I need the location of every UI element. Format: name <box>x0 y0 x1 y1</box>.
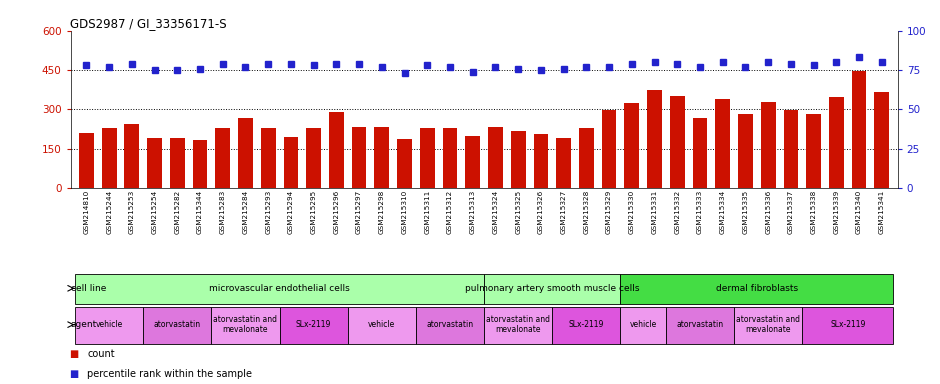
Text: agent: agent <box>70 320 97 329</box>
Bar <box>852 71 867 188</box>
Bar <box>348 307 415 344</box>
Bar <box>874 92 889 188</box>
Text: percentile rank within the sample: percentile rank within the sample <box>87 369 253 379</box>
Bar <box>556 137 571 188</box>
Bar <box>602 110 617 188</box>
Text: vehicle: vehicle <box>368 320 396 329</box>
Bar <box>484 307 553 344</box>
Bar <box>420 128 434 188</box>
Bar <box>329 111 344 188</box>
Bar <box>784 110 798 188</box>
Bar <box>102 128 117 188</box>
Bar <box>398 139 412 188</box>
Bar <box>534 134 548 188</box>
Bar <box>465 136 480 188</box>
Text: SLx-2119: SLx-2119 <box>296 320 331 329</box>
Text: atorvastatin: atorvastatin <box>427 320 474 329</box>
Text: dermal fibroblasts: dermal fibroblasts <box>715 284 798 293</box>
Bar <box>284 137 298 188</box>
Text: atorvastatin and
mevalonate: atorvastatin and mevalonate <box>736 315 800 334</box>
Bar <box>484 274 620 304</box>
Bar <box>579 128 594 188</box>
Text: ■: ■ <box>70 349 83 359</box>
Bar <box>807 114 821 188</box>
Bar <box>70 188 898 346</box>
Bar <box>415 307 484 344</box>
Bar <box>760 103 776 188</box>
Text: SLx-2119: SLx-2119 <box>830 320 866 329</box>
Text: pulmonary artery smooth muscle cells: pulmonary artery smooth muscle cells <box>465 284 639 293</box>
Bar <box>306 128 321 188</box>
Text: atorvastatin and
mevalonate: atorvastatin and mevalonate <box>213 315 277 334</box>
Bar <box>238 118 253 188</box>
Bar <box>488 127 503 188</box>
Text: atorvastatin: atorvastatin <box>154 320 201 329</box>
Bar <box>260 128 275 188</box>
Bar <box>666 307 734 344</box>
Bar <box>829 97 844 188</box>
Text: vehicle: vehicle <box>630 320 657 329</box>
Bar <box>738 114 753 188</box>
Text: count: count <box>87 349 115 359</box>
Text: SLx-2119: SLx-2119 <box>569 320 604 329</box>
Bar <box>124 124 139 188</box>
Bar <box>215 128 230 188</box>
Bar <box>79 133 94 188</box>
Bar <box>148 137 162 188</box>
Bar <box>352 127 367 188</box>
Bar <box>510 131 525 188</box>
Bar <box>443 128 458 188</box>
Bar <box>279 307 348 344</box>
Bar <box>670 96 684 188</box>
Bar <box>715 99 730 188</box>
Text: atorvastatin: atorvastatin <box>677 320 724 329</box>
Bar <box>647 90 662 188</box>
Text: ■: ■ <box>70 369 83 379</box>
Bar <box>75 274 484 304</box>
Bar <box>624 103 639 188</box>
Bar <box>802 307 893 344</box>
Text: microvascular endothelial cells: microvascular endothelial cells <box>210 284 350 293</box>
Text: cell line: cell line <box>70 284 106 293</box>
Text: atorvastatin and
mevalonate: atorvastatin and mevalonate <box>486 315 550 334</box>
Bar <box>170 137 184 188</box>
Bar <box>734 307 802 344</box>
Bar <box>620 307 666 344</box>
Bar <box>693 118 708 188</box>
Bar <box>553 307 620 344</box>
Bar <box>143 307 212 344</box>
Bar <box>620 274 893 304</box>
Bar <box>374 127 389 188</box>
Text: vehicle: vehicle <box>96 320 123 329</box>
Text: GDS2987 / GI_33356171-S: GDS2987 / GI_33356171-S <box>70 17 227 30</box>
Bar <box>212 307 279 344</box>
Bar <box>75 307 143 344</box>
Bar <box>193 141 208 188</box>
